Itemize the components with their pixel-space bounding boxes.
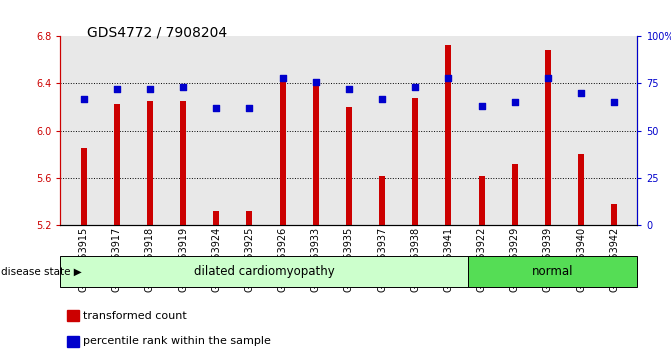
Point (476, 103, 487, 109)
Point (244, 105, 255, 111)
Bar (280, 81, 286, 225)
Bar (412, 98, 418, 225)
Bar (346, 107, 352, 225)
Bar (611, 204, 617, 225)
Bar (114, 103, 119, 225)
Text: GDS4772 / 7908204: GDS4772 / 7908204 (87, 25, 227, 40)
Bar (512, 164, 518, 225)
Point (376, 96, 387, 102)
Point (79, 96, 89, 102)
Bar (246, 211, 252, 225)
Point (443, 75, 454, 81)
Bar (180, 101, 186, 225)
Point (277, 75, 288, 81)
Text: disease state ▶: disease state ▶ (1, 266, 81, 276)
Bar (147, 101, 153, 225)
Point (144, 86, 155, 92)
Text: transformed count: transformed count (83, 311, 187, 321)
Point (311, 79, 321, 85)
Point (211, 105, 221, 111)
Bar (213, 211, 219, 225)
Point (410, 84, 421, 90)
Point (509, 99, 520, 105)
Bar (578, 154, 584, 225)
Bar (81, 148, 87, 225)
Text: percentile rank within the sample: percentile rank within the sample (83, 336, 271, 346)
Point (609, 99, 619, 105)
Bar (446, 45, 452, 225)
Point (178, 84, 189, 90)
Bar (478, 176, 484, 225)
Bar (545, 50, 551, 225)
Bar (379, 176, 385, 225)
Text: dilated cardiomyopathy: dilated cardiomyopathy (194, 265, 334, 278)
Text: normal: normal (532, 265, 573, 278)
Point (576, 90, 586, 96)
Point (111, 86, 122, 92)
Point (543, 75, 554, 81)
Bar (313, 86, 319, 225)
Point (344, 86, 354, 92)
